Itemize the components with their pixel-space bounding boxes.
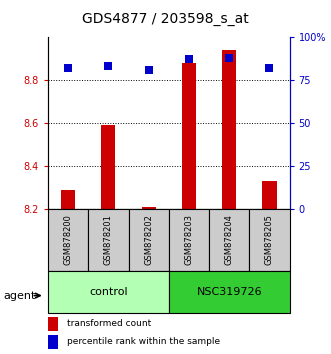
Bar [88, 209, 128, 271]
Text: GSM878204: GSM878204 [225, 215, 234, 265]
Point [226, 55, 232, 61]
Bar [101, 125, 116, 209]
Bar [48, 335, 58, 349]
Text: NSC319726: NSC319726 [196, 287, 262, 297]
Bar [169, 209, 209, 271]
Text: percentile rank within the sample: percentile rank within the sample [67, 337, 220, 346]
Bar [142, 207, 156, 209]
Bar [61, 189, 75, 209]
Point [267, 65, 272, 71]
Text: transformed count: transformed count [67, 319, 152, 329]
Bar [209, 209, 249, 271]
Bar [262, 181, 276, 209]
Bar [182, 63, 196, 209]
Text: GDS4877 / 203598_s_at: GDS4877 / 203598_s_at [82, 12, 249, 27]
Bar [48, 317, 58, 331]
Bar [249, 209, 290, 271]
Point [66, 65, 71, 71]
Point [186, 57, 192, 62]
Bar [128, 209, 169, 271]
Bar [48, 271, 169, 313]
Bar [169, 271, 290, 313]
Text: agent: agent [3, 291, 36, 301]
Text: control: control [89, 287, 128, 297]
Text: GSM878202: GSM878202 [144, 215, 153, 265]
Bar [48, 209, 88, 271]
Text: GSM878203: GSM878203 [184, 214, 193, 266]
Point [106, 63, 111, 69]
Bar [222, 50, 236, 209]
Text: GSM878201: GSM878201 [104, 215, 113, 265]
Text: GSM878200: GSM878200 [64, 215, 72, 265]
Point [146, 67, 151, 73]
Text: GSM878205: GSM878205 [265, 215, 274, 265]
